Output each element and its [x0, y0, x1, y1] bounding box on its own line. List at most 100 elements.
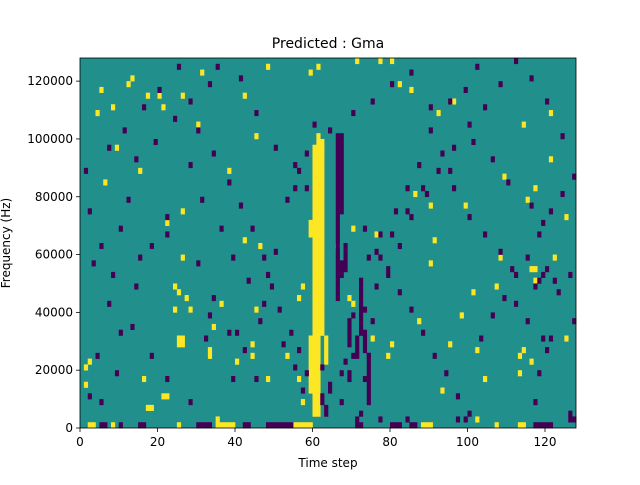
heatmap-cell [312, 167, 317, 174]
heatmap-cell [514, 271, 519, 278]
heatmap-cell [328, 127, 333, 134]
heatmap-cell [335, 156, 340, 163]
heatmap-cell [517, 370, 523, 377]
heatmap-cell [362, 306, 368, 313]
heatmap-cell [142, 375, 147, 383]
heatmap-cell [320, 393, 325, 400]
y-axis-ticks: 0 20000 40000 60000 80000 100000 120000 [27, 74, 80, 435]
heatmap-cell [374, 248, 379, 255]
heatmap-cell [405, 416, 410, 423]
heatmap-cell [339, 266, 344, 273]
heatmap-cell [285, 352, 290, 359]
heatmap-cell [335, 283, 340, 290]
heatmap-cell [180, 208, 185, 215]
heatmap-cell [111, 271, 116, 278]
heatmap-cell [525, 254, 530, 261]
heatmap-cell [312, 260, 317, 267]
heatmap-cell [118, 329, 123, 336]
heatmap-cell [262, 254, 267, 261]
heatmap-cell [444, 370, 449, 377]
heatmap-cell [436, 110, 441, 117]
heatmap-cell [343, 266, 348, 273]
heatmap-cell [211, 295, 216, 302]
heatmap-cell [312, 410, 317, 417]
heatmap-cell [114, 370, 120, 377]
heatmap-cell [366, 370, 371, 377]
heatmap-cell [87, 358, 92, 365]
heatmap-cell [320, 277, 325, 284]
heatmap-cell [359, 295, 364, 302]
heatmap-cell [227, 179, 232, 186]
heatmap-cell [312, 150, 317, 157]
heatmap-cell [312, 399, 317, 406]
heatmap-cell [289, 329, 294, 336]
heatmap-cell [293, 364, 298, 371]
heatmap-cell [297, 422, 302, 429]
heatmap-cell [297, 167, 302, 174]
heatmap-cell [548, 335, 554, 342]
heatmap-cell [312, 329, 317, 336]
x-tick-label: 20 [150, 435, 165, 449]
heatmap-cell [413, 422, 418, 429]
heatmap-cell [320, 306, 325, 313]
heatmap-cell [308, 341, 313, 348]
heatmap-cell [138, 254, 143, 261]
heatmap-cell [316, 352, 321, 359]
heatmap-cell [409, 69, 414, 76]
heatmap-cell [362, 341, 368, 348]
heatmap-cell [320, 271, 325, 278]
heatmap-cell [552, 277, 557, 284]
heatmap-cell [335, 231, 340, 238]
heatmap-cell [359, 323, 364, 331]
heatmap-cell [366, 375, 371, 383]
heatmap-cell [359, 283, 364, 290]
heatmap-cell [200, 422, 205, 429]
x-tick-label: 100 [456, 435, 479, 449]
heatmap-cell [246, 422, 251, 429]
heatmap-cell [308, 231, 313, 238]
heatmap-cell [455, 416, 461, 423]
heatmap-cell [165, 231, 170, 238]
heatmap-cell [316, 196, 321, 203]
y-tick-label: 40000 [35, 305, 73, 319]
heatmap-cell [339, 190, 344, 198]
heatmap-cell [312, 196, 317, 203]
heatmap-cell [320, 318, 325, 325]
heatmap-cell [320, 167, 325, 174]
heatmap-cell [386, 266, 391, 273]
heatmap-cell [266, 422, 271, 429]
heatmap-cell [316, 167, 321, 174]
heatmap-cell [188, 399, 193, 406]
heatmap-cell [316, 335, 321, 342]
heatmap-cell [421, 185, 426, 192]
heatmap-cell [421, 329, 426, 336]
heatmap-cell [359, 289, 364, 296]
heatmap-cell [308, 352, 313, 359]
heatmap-cell [568, 271, 573, 278]
heatmap-cell [289, 422, 294, 429]
heatmap-cell [227, 167, 232, 174]
heatmap-cell [304, 185, 309, 192]
heatmap-cell [316, 370, 321, 377]
heatmap-cell [184, 295, 189, 302]
heatmap-cell [467, 214, 472, 221]
heatmap-cell [378, 58, 383, 65]
heatmap-cell [359, 318, 364, 325]
heatmap-cell [312, 121, 317, 128]
heatmap-cell [355, 335, 360, 342]
heatmap-cell [428, 422, 433, 429]
heatmap-cell [525, 196, 530, 203]
heatmap-cell [335, 225, 340, 232]
heatmap-cell [366, 254, 371, 261]
heatmap-cell [312, 231, 317, 238]
heatmap-cell [242, 347, 247, 354]
heatmap-cell [308, 335, 313, 342]
heatmap-cell [339, 260, 344, 267]
heatmap-cell [339, 370, 344, 377]
heatmap-cell [351, 352, 356, 359]
heatmap-cell [308, 422, 313, 429]
heatmap-cell [312, 381, 317, 388]
heatmap-cell [312, 208, 317, 215]
heatmap-cell [231, 422, 236, 429]
heatmap-cell [339, 156, 344, 163]
